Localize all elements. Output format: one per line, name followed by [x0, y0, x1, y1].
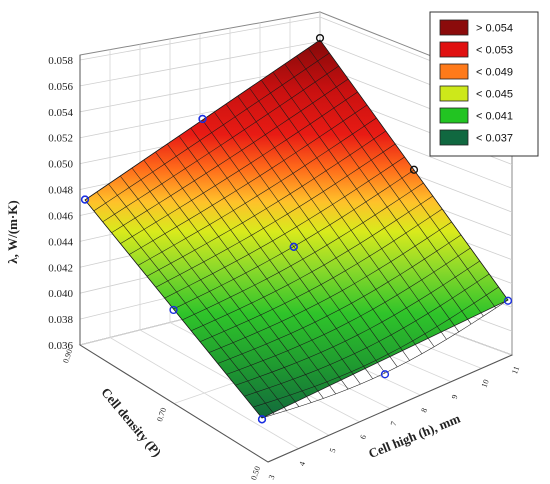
- mesh-line-h: [237, 95, 423, 354]
- z-axis-title: λ, W/(m·K): [5, 200, 20, 263]
- x-tick-label: 10: [480, 378, 491, 389]
- z-tick-label: 0.050: [48, 159, 73, 171]
- y-axis-title: Cell density (P): [98, 385, 164, 460]
- z-axis-ticks: 0.036 0.038 0.040 0.042 0.044 0.046 0.048 0.050…: [48, 55, 73, 352]
- mesh-line-h: [225, 103, 410, 361]
- legend-swatch: [439, 63, 469, 80]
- x-tick-label: 6: [358, 434, 368, 441]
- legend-swatch: [439, 107, 469, 124]
- mesh-line-h: [214, 111, 398, 368]
- x-tick-label: 4: [297, 460, 307, 467]
- data-point: [80, 195, 90, 204]
- data-point: [289, 242, 298, 251]
- z-tick-label: 0.046: [48, 210, 73, 222]
- mesh-line-p: [102, 65, 339, 223]
- legend-label: < 0.049: [476, 67, 513, 79]
- x-axis-title: Cell high (h), mm: [366, 411, 462, 461]
- z-tick-label: 0.038: [48, 314, 73, 326]
- data-point: [169, 305, 178, 315]
- x-tick-label: 5: [328, 447, 338, 454]
- mesh-line-p: [84, 39, 321, 201]
- mesh-line-p: [129, 104, 368, 255]
- legend-label: < 0.037: [476, 133, 513, 145]
- data-point: [257, 415, 267, 424]
- mesh-line-p: [137, 117, 377, 266]
- y-tick-label: 0.50: [249, 465, 262, 481]
- mesh-line-p: [120, 91, 358, 244]
- data-point: [198, 114, 207, 124]
- mesh-line-h: [284, 63, 472, 325]
- x-tick-label: 8: [419, 407, 429, 414]
- surface-mesh: [84, 39, 509, 419]
- data-point: [380, 370, 390, 379]
- mesh-line-p: [146, 130, 386, 277]
- legend-swatch: [439, 85, 469, 102]
- mesh-line-h: [319, 39, 509, 301]
- z-tick-label: 0.058: [48, 55, 73, 67]
- z-tick-label: 0.042: [48, 262, 73, 274]
- z-tick-label: 0.054: [48, 107, 73, 119]
- x-tick-label: 9: [450, 393, 460, 400]
- legend-swatch: [439, 41, 469, 58]
- mesh-line-h: [261, 79, 447, 340]
- legend-swatch: [439, 19, 469, 36]
- legend-label: < 0.045: [476, 89, 513, 101]
- y-tick-label: 0.90: [61, 348, 74, 364]
- mesh-line-p: [155, 143, 396, 288]
- data-point: [315, 33, 325, 43]
- x-axis-ticks: 3 4 5 6 7 8 9 10 11: [267, 365, 521, 481]
- legend-label: < 0.053: [476, 45, 513, 57]
- z-tick-label: 0.052: [48, 133, 73, 145]
- mesh-line-p: [164, 156, 405, 299]
- legend: > 0.054 < 0.053 < 0.049 < 0.045 < 0.041 < 0.0…: [429, 11, 539, 157]
- z-tick-label: 0.048: [48, 185, 73, 197]
- mesh-line-h: [308, 47, 496, 309]
- mesh-line-p: [93, 52, 330, 212]
- y-tick-label: 0.70: [155, 407, 168, 423]
- legend-label: < 0.041: [476, 111, 513, 123]
- z-tick-label: 0.056: [48, 81, 73, 93]
- z-tick-label: 0.036: [48, 340, 73, 352]
- mesh-line-h: [296, 55, 484, 317]
- y-axis-ticks: 0.90 0.70 0.50: [61, 348, 262, 481]
- mesh-line-h: [249, 87, 435, 347]
- legend-swatch: [439, 129, 469, 146]
- x-tick-label: 7: [389, 420, 399, 427]
- data-point: [409, 165, 419, 174]
- z-tick-label: 0.044: [48, 236, 73, 248]
- data-point-markers: [80, 33, 513, 424]
- mesh-line-h: [272, 71, 460, 332]
- data-point: [503, 296, 513, 305]
- z-tick-label: 0.040: [48, 288, 73, 300]
- legend-label: > 0.054: [476, 23, 513, 35]
- x-tick-label: 3: [267, 474, 277, 481]
- axis-lines: [79, 55, 513, 463]
- x-tick-label: 11: [510, 365, 521, 375]
- mesh-line-p: [173, 169, 415, 310]
- mesh-line-p: [111, 78, 349, 233]
